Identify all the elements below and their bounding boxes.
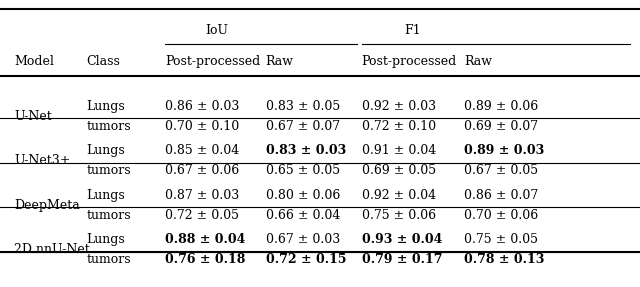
Text: U-Net3+: U-Net3+ bbox=[14, 154, 70, 167]
Text: tumors: tumors bbox=[86, 209, 131, 222]
Text: 0.89 ± 0.03: 0.89 ± 0.03 bbox=[464, 144, 544, 157]
Text: 0.92 ± 0.04: 0.92 ± 0.04 bbox=[362, 189, 436, 202]
Text: 0.72 ± 0.05: 0.72 ± 0.05 bbox=[165, 209, 239, 222]
Text: 0.67 ± 0.05: 0.67 ± 0.05 bbox=[464, 164, 538, 177]
Text: IoU: IoU bbox=[205, 24, 228, 37]
Text: 0.70 ± 0.10: 0.70 ± 0.10 bbox=[165, 120, 239, 133]
Text: 0.78 ± 0.13: 0.78 ± 0.13 bbox=[464, 253, 545, 266]
Text: 0.89 ± 0.06: 0.89 ± 0.06 bbox=[464, 100, 538, 113]
Text: 0.76 ± 0.18: 0.76 ± 0.18 bbox=[165, 253, 246, 266]
Text: 0.75 ± 0.05: 0.75 ± 0.05 bbox=[464, 233, 538, 246]
Text: tumors: tumors bbox=[86, 164, 131, 177]
Text: 0.87 ± 0.03: 0.87 ± 0.03 bbox=[165, 189, 239, 202]
Text: Post-processed: Post-processed bbox=[165, 55, 260, 68]
Text: 0.80 ± 0.06: 0.80 ± 0.06 bbox=[266, 189, 340, 202]
Text: 0.67 ± 0.07: 0.67 ± 0.07 bbox=[266, 120, 340, 133]
Text: 0.72 ± 0.15: 0.72 ± 0.15 bbox=[266, 253, 346, 266]
Text: DeepMeta: DeepMeta bbox=[14, 199, 80, 212]
Text: Lungs: Lungs bbox=[86, 233, 125, 246]
Text: 0.88 ± 0.04: 0.88 ± 0.04 bbox=[165, 233, 246, 246]
Text: 0.79 ± 0.17: 0.79 ± 0.17 bbox=[362, 253, 442, 266]
Text: 0.83 ± 0.03: 0.83 ± 0.03 bbox=[266, 144, 346, 157]
Text: 0.86 ± 0.07: 0.86 ± 0.07 bbox=[464, 189, 538, 202]
Text: 0.69 ± 0.05: 0.69 ± 0.05 bbox=[362, 164, 436, 177]
Text: 0.92 ± 0.03: 0.92 ± 0.03 bbox=[362, 100, 436, 113]
Text: 0.65 ± 0.05: 0.65 ± 0.05 bbox=[266, 164, 340, 177]
Text: 0.75 ± 0.06: 0.75 ± 0.06 bbox=[362, 209, 436, 222]
Text: 0.67 ± 0.03: 0.67 ± 0.03 bbox=[266, 233, 340, 246]
Text: 0.91 ± 0.04: 0.91 ± 0.04 bbox=[362, 144, 436, 157]
Text: Lungs: Lungs bbox=[86, 144, 125, 157]
Text: tumors: tumors bbox=[86, 120, 131, 133]
Text: F1: F1 bbox=[404, 24, 421, 37]
Text: 0.86 ± 0.03: 0.86 ± 0.03 bbox=[165, 100, 239, 113]
Text: Model: Model bbox=[14, 55, 54, 68]
Text: 0.67 ± 0.06: 0.67 ± 0.06 bbox=[165, 164, 239, 177]
Text: Post-processed: Post-processed bbox=[362, 55, 457, 68]
Text: 0.85 ± 0.04: 0.85 ± 0.04 bbox=[165, 144, 239, 157]
Text: Class: Class bbox=[86, 55, 120, 68]
Text: 0.83 ± 0.05: 0.83 ± 0.05 bbox=[266, 100, 340, 113]
Text: Raw: Raw bbox=[464, 55, 492, 68]
Text: 0.70 ± 0.06: 0.70 ± 0.06 bbox=[464, 209, 538, 222]
Text: Raw: Raw bbox=[266, 55, 294, 68]
Text: U-Net: U-Net bbox=[14, 110, 52, 123]
Text: 0.93 ± 0.04: 0.93 ± 0.04 bbox=[362, 233, 442, 246]
Text: 0.69 ± 0.07: 0.69 ± 0.07 bbox=[464, 120, 538, 133]
Text: tumors: tumors bbox=[86, 253, 131, 266]
Text: Lungs: Lungs bbox=[86, 189, 125, 202]
Text: 0.66 ± 0.04: 0.66 ± 0.04 bbox=[266, 209, 340, 222]
Text: 2D nnU-Net: 2D nnU-Net bbox=[14, 243, 90, 256]
Text: Lungs: Lungs bbox=[86, 100, 125, 113]
Text: 0.72 ± 0.10: 0.72 ± 0.10 bbox=[362, 120, 436, 133]
